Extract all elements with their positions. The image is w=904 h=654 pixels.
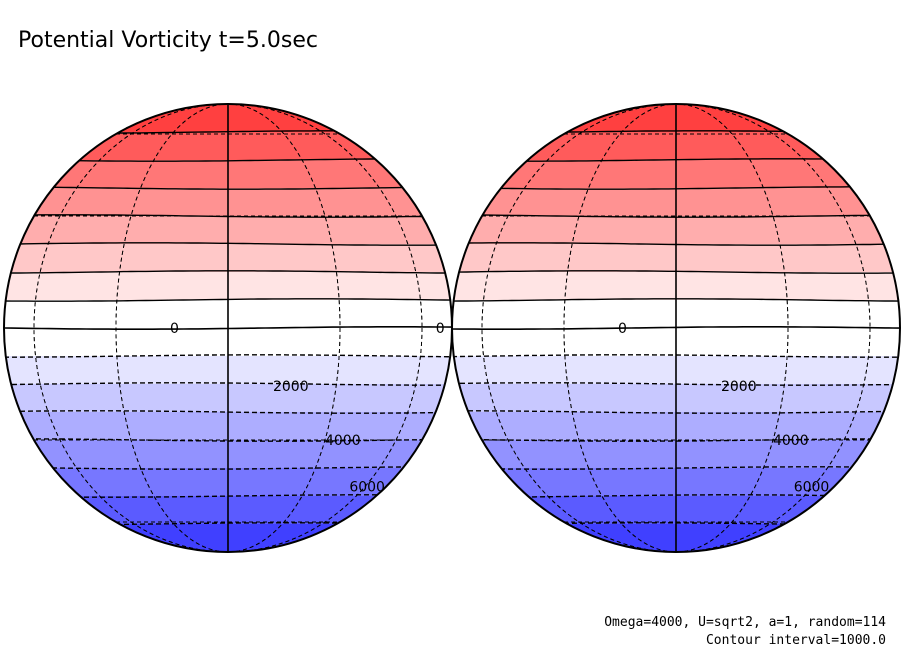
contour-label: 6000	[349, 479, 385, 495]
meridian-line	[563, 104, 789, 552]
contour-label: 0	[436, 321, 445, 337]
contour-interval-caption: Contour interval=1000.0	[706, 633, 886, 648]
meridian-line	[115, 104, 341, 552]
meridian-line	[33, 104, 423, 552]
contour-label: 4000	[325, 433, 361, 449]
right-hemisphere-globe: 0 2000 4000 6000	[451, 103, 901, 553]
contour-label: 0	[618, 321, 627, 337]
parameters-caption: Omega=4000, U=sqrt2, a=1, random=114	[604, 615, 886, 630]
meridian-line	[481, 104, 871, 552]
contour-label: 6000	[794, 479, 830, 495]
contour-label: 2000	[721, 379, 757, 395]
contour-label: 0	[170, 321, 179, 337]
globe-outline	[451, 103, 901, 553]
left-hemisphere-globe: 0 0 2000 4000 6000	[3, 103, 453, 553]
contour-label: 4000	[773, 433, 809, 449]
contour-label: 2000	[273, 379, 309, 395]
figure-title: Potential Vorticity t=5.0sec	[18, 28, 318, 53]
